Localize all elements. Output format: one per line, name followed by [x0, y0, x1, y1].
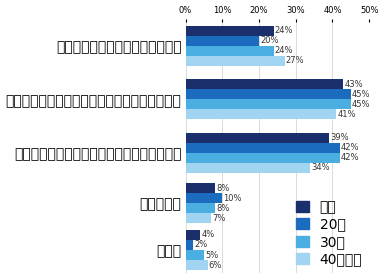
Text: 42%: 42% — [341, 143, 359, 152]
Bar — [185, 109, 336, 119]
Bar — [185, 133, 329, 143]
Bar — [185, 99, 351, 109]
Bar — [185, 89, 351, 99]
Text: 10%: 10% — [223, 194, 242, 203]
Text: 8%: 8% — [216, 204, 230, 213]
Text: 7%: 7% — [212, 214, 226, 223]
Text: 20%: 20% — [260, 36, 279, 45]
Bar — [185, 153, 340, 163]
Text: 24%: 24% — [275, 26, 293, 35]
Bar — [185, 203, 215, 213]
Bar — [185, 46, 274, 56]
Text: 24%: 24% — [275, 46, 293, 55]
Bar — [185, 26, 274, 36]
Text: 43%: 43% — [344, 80, 363, 89]
Bar — [185, 79, 344, 89]
Text: 4%: 4% — [201, 230, 215, 239]
Text: 45%: 45% — [352, 90, 371, 99]
Text: 8%: 8% — [216, 184, 230, 193]
Text: 45%: 45% — [352, 100, 371, 109]
Text: 34%: 34% — [311, 163, 330, 172]
Bar — [185, 56, 285, 66]
Text: 41%: 41% — [337, 110, 356, 119]
Bar — [185, 143, 340, 153]
Text: 27%: 27% — [286, 56, 305, 65]
Text: 5%: 5% — [205, 251, 218, 259]
Bar — [185, 163, 310, 173]
Bar — [185, 230, 200, 240]
Text: 2%: 2% — [194, 240, 207, 249]
Bar — [185, 36, 259, 46]
Text: 39%: 39% — [330, 133, 349, 142]
Text: 42%: 42% — [341, 153, 359, 162]
Bar — [185, 240, 193, 250]
Text: 6%: 6% — [209, 261, 222, 270]
Bar — [185, 260, 208, 270]
Bar — [185, 193, 222, 203]
Bar — [185, 183, 215, 193]
Bar — [185, 213, 211, 223]
Legend: 全体, 20代, 30代, 40代以上: 全体, 20代, 30代, 40代以上 — [290, 194, 368, 272]
Bar — [185, 250, 204, 260]
